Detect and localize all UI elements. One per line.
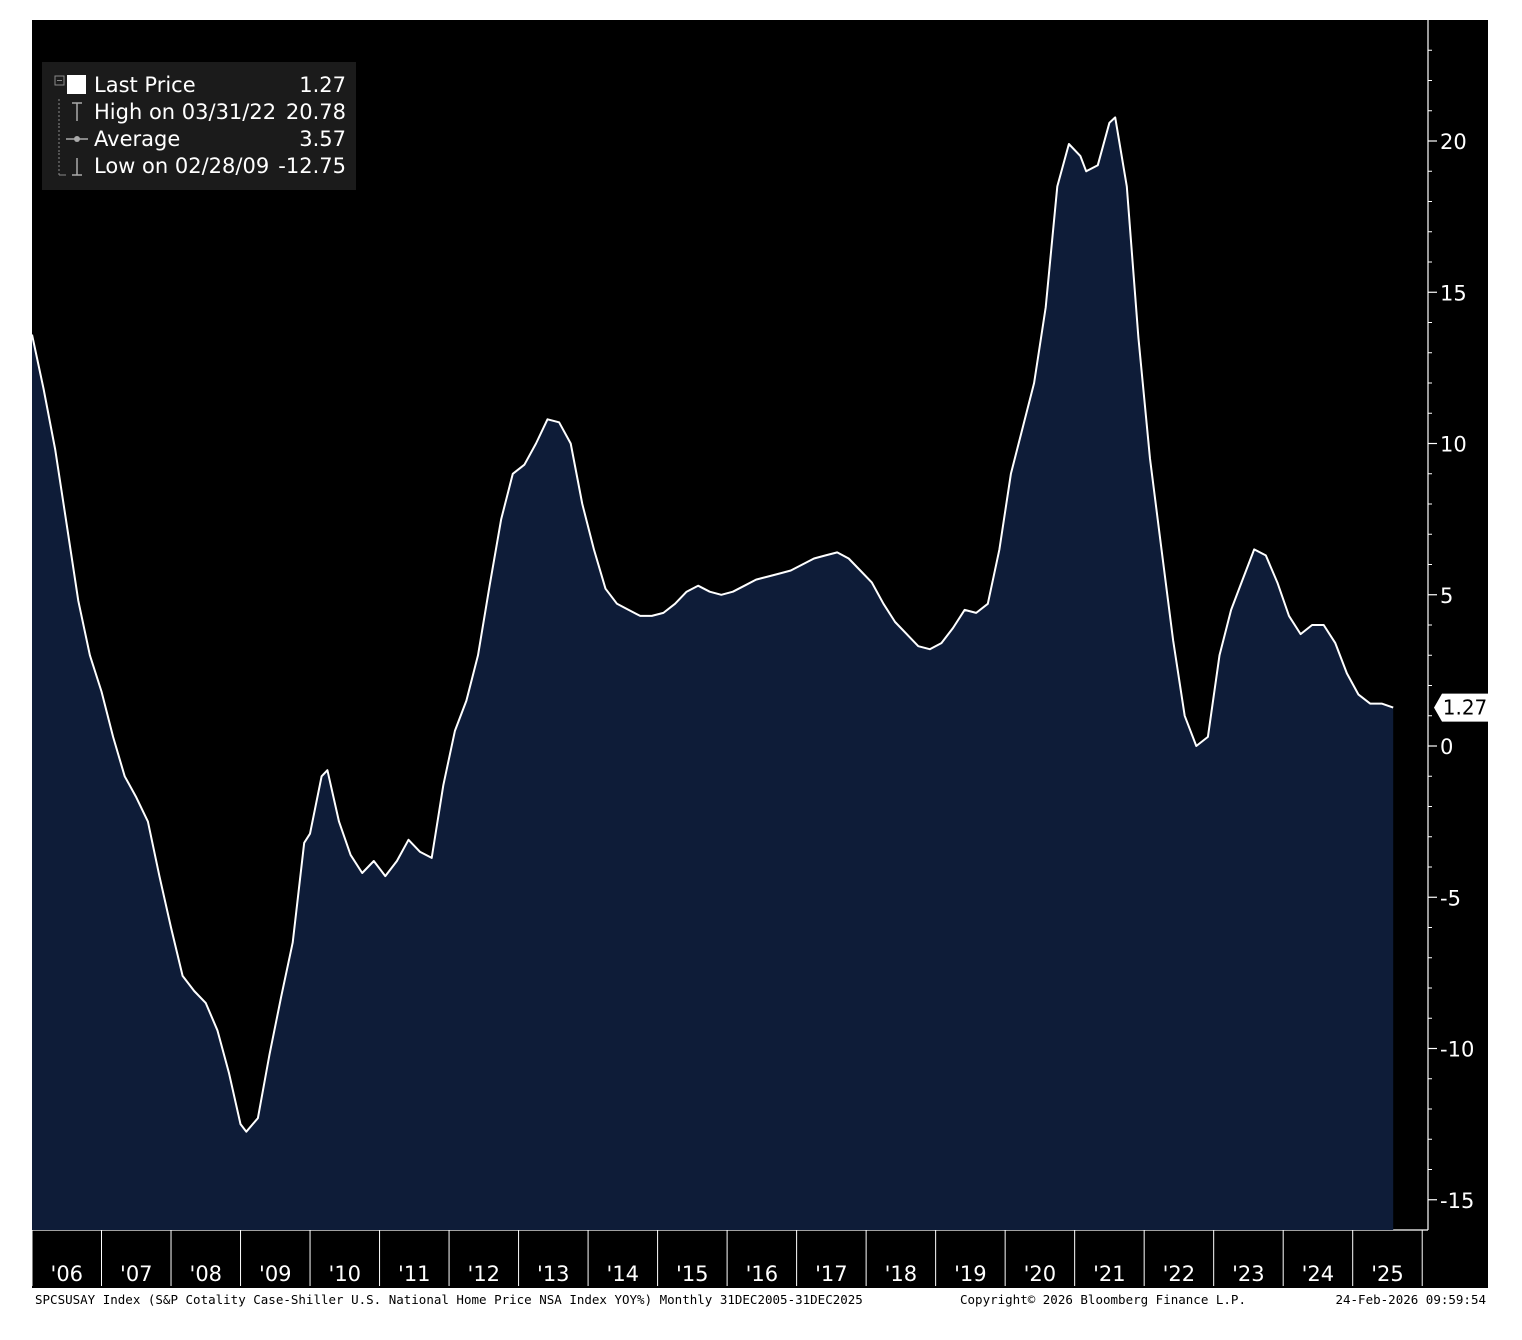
x-tick-label: '07 (120, 1262, 153, 1286)
legend-label-high: High on 03/31/22 (94, 100, 277, 124)
x-tick-label: '10 (329, 1262, 362, 1286)
series-line-last-price (31, 116, 1394, 1133)
x-tick-label: '24 (1302, 1262, 1335, 1286)
legend-label-last-price: Last Price (94, 73, 196, 97)
y-tick-label: 15 (1440, 281, 1467, 305)
y-tick-label: -5 (1440, 886, 1461, 910)
x-tick-label: '14 (607, 1262, 640, 1286)
y-tick-label: 0 (1440, 735, 1453, 759)
x-tick-label: '12 (468, 1262, 501, 1286)
legend-row-high: High on 03/31/22 20.78 (42, 99, 356, 126)
x-tick-label: '06 (51, 1262, 84, 1286)
x-tick-label: '13 (537, 1262, 570, 1286)
area-layer (31, 116, 1394, 1230)
last-value-tag-text: 1.27 (1443, 696, 1488, 720)
legend-value-average: 3.57 (299, 127, 346, 151)
y-tick-label: -10 (1440, 1038, 1474, 1062)
chart-legend: Last Price 1.27 High on 03/31/22 20.78 A… (42, 62, 356, 190)
legend-label-average: Average (94, 127, 181, 151)
x-tick-label: '16 (746, 1262, 779, 1286)
legend-row-low: Low on 02/28/09 -12.75 (42, 153, 356, 180)
last-value-tag-layer: 1.27 (1434, 693, 1488, 722)
x-tick-label: '23 (1232, 1262, 1265, 1286)
x-axis-background (32, 1230, 1488, 1288)
footer-timestamp-text: 24-Feb-2026 09:59:54 (1335, 1292, 1486, 1307)
x-tick-label: '08 (190, 1262, 223, 1286)
x-tick-layer: '06 '07 '08 '09 '10 '11 '12 '13 '14 '15 '16 '17 '18 '… (31, 1230, 1423, 1286)
high-marker-icon (58, 99, 82, 126)
y-tick-label: 5 (1440, 584, 1453, 608)
legend-value-low: -12.75 (278, 154, 346, 178)
legend-row-last-price: Last Price 1.27 (42, 72, 356, 99)
legend-value-last-price: 1.27 (299, 73, 346, 97)
x-tick-label: '17 (815, 1262, 848, 1286)
y-tick-label: 20 (1440, 130, 1467, 154)
footer-copyright-text: Copyright© 2026 Bloomberg Finance L.P. (960, 1292, 1246, 1307)
last-price-swatch-icon (54, 75, 86, 94)
x-tick-label: '09 (259, 1262, 292, 1286)
x-tick-label: '15 (676, 1262, 709, 1286)
series-area-fill (32, 117, 1394, 1230)
x-tick-label: '18 (885, 1262, 918, 1286)
x-tick-label: '25 (1371, 1262, 1404, 1286)
y-tick-label: 10 (1440, 433, 1467, 457)
x-tick-label: '21 (1093, 1262, 1126, 1286)
y-tick-label: -15 (1440, 1189, 1474, 1213)
legend-row-average: Average 3.57 (42, 126, 356, 153)
last-value-tag-shape (1434, 693, 1488, 722)
average-marker-icon (58, 126, 88, 153)
x-tick-label: '20 (1024, 1262, 1057, 1286)
legend-label-low: Low on 02/28/09 (94, 154, 270, 178)
low-marker-icon (58, 153, 82, 176)
x-tick-label: '19 (954, 1262, 987, 1286)
y-tick-layer: 20 15 10 5 0 -5 -10 -15 (1428, 49, 1474, 1213)
footer-source-text: SPCSUSAY Index (S&P Cotality Case-Shille… (35, 1292, 863, 1307)
y-axis-background (1428, 20, 1488, 1230)
legend-value-high: 20.78 (285, 100, 346, 124)
x-tick-label: '22 (1163, 1262, 1196, 1286)
x-tick-label: '11 (398, 1262, 431, 1286)
